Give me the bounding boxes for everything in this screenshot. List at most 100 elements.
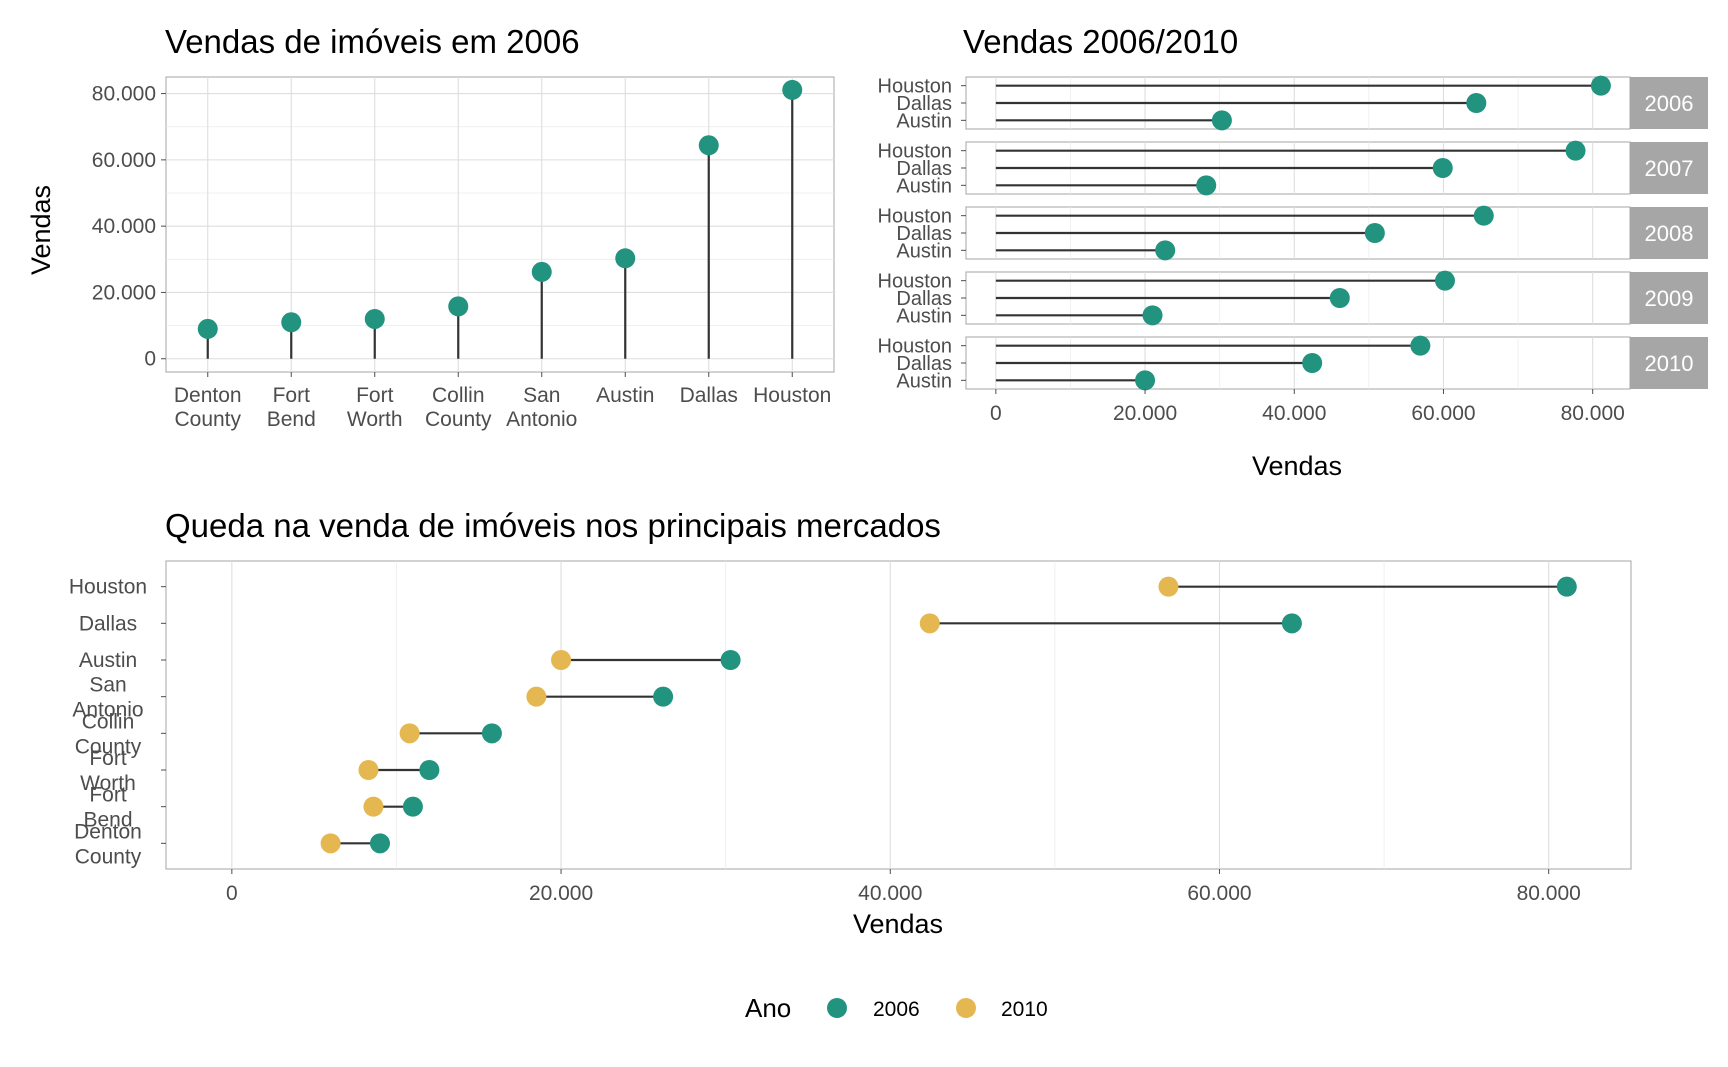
x-axis-title: Vendas	[1252, 451, 1342, 481]
facet-strip	[1630, 77, 1708, 129]
point-2010-austin	[551, 650, 572, 670]
x-tick-label: 60.000	[1411, 402, 1475, 425]
point-dallas-2007	[1432, 158, 1453, 178]
x-tick-label: 40.000	[858, 882, 922, 905]
x-tick-label: 60.000	[1187, 882, 1251, 905]
y-tick-label-austin: Austin	[896, 305, 952, 327]
facet-strip	[1630, 337, 1708, 389]
x-tick-label-san-antonio: San Antonio	[506, 384, 577, 431]
point-2006-dallas	[1281, 613, 1302, 634]
y-tick-label-houston: Houston	[878, 206, 953, 228]
point-2010-san-antonio	[526, 686, 547, 707]
x-tick-label-collin-county: Collin County	[425, 384, 492, 431]
y-tick-label-houston: Houston	[878, 336, 953, 358]
point-houston-2006	[1590, 75, 1611, 96]
point-houston-2010	[1410, 335, 1431, 356]
y-axis-title: Vendas	[26, 185, 56, 275]
facet-strip-label: 2006	[1645, 91, 1694, 116]
point-fort-worth	[364, 308, 385, 329]
point-2006-houston	[1556, 576, 1577, 597]
point-2010-houston	[1158, 576, 1179, 597]
point-dallas	[698, 135, 719, 156]
y-tick-label: 80.000	[92, 83, 156, 106]
y-tick-label-houston: Houston	[878, 271, 953, 293]
x-tick-label: 40.000	[1262, 402, 1326, 425]
y-tick-label: 0	[144, 348, 156, 371]
point-2006-denton-county	[369, 833, 390, 854]
point-dallas-2006	[1466, 93, 1487, 113]
y-tick-label-denton-county: Denton County	[74, 820, 142, 868]
facet-strip-label: 2009	[1645, 286, 1694, 311]
x-tick-label-fort-bend: Fort Bend	[267, 384, 316, 431]
point-2006-collin-county	[481, 723, 502, 744]
facet-strip-label: 2008	[1645, 221, 1694, 246]
point-2010-fort-bend	[363, 796, 384, 817]
y-tick-labels: 0 20.000 40.000 60.000 80.000	[92, 83, 166, 371]
point-houston-2007	[1565, 140, 1586, 161]
x-tick-labels: Denton County Fort Bend Fort Worth Collin Count…	[174, 372, 831, 431]
x-tick-label-fort-worth: Fort Worth	[347, 384, 403, 431]
x-tick-label: 20.000	[529, 882, 593, 905]
point-austin	[615, 248, 636, 269]
facet-strip	[1630, 207, 1708, 259]
point-2010-dallas	[919, 613, 940, 634]
y-tick-label-dallas: Dallas	[896, 93, 952, 115]
x-tick-label: 0	[226, 882, 238, 905]
point-collin-county	[448, 296, 469, 317]
y-tick-label-fort-bend: Fort Bend	[83, 784, 132, 832]
facet-strip-label: 2010	[1645, 351, 1694, 376]
x-axis-title: Vendas	[853, 909, 943, 939]
point-fort-bend	[281, 312, 302, 333]
point-2006-fort-bend	[402, 796, 423, 817]
y-tick-label-dallas: Dallas	[79, 612, 137, 635]
point-austin-2009	[1142, 305, 1163, 326]
gridlines	[231, 561, 1550, 869]
point-2006-san-antonio	[653, 686, 674, 707]
lollipop-marks	[197, 79, 803, 359]
point-dallas-2010	[1302, 353, 1323, 373]
y-tick-label-dallas: Dallas	[896, 158, 952, 180]
chart-title-sales-2006: Vendas de imóveis em 2006	[165, 23, 580, 60]
x-tick-label: 20.000	[1113, 402, 1177, 425]
point-austin-2010	[1135, 370, 1156, 391]
legend-label-2006: 2006	[873, 998, 920, 1021]
x-tick-label: 0	[990, 402, 1002, 425]
facet-panels: HoustonDallasAustin2006HoustonDallasAust…	[878, 75, 1708, 392]
panel-frame	[165, 76, 835, 373]
y-tick-label-houston: Houston	[878, 76, 953, 98]
point-2006-fort-worth	[419, 760, 440, 780]
legend-label-2010: 2010	[1001, 998, 1048, 1021]
chart-sales-2006-2010: Vendas 2006/2010 HoustonDallasAustin2006…	[878, 23, 1708, 481]
point-houston-2009	[1434, 270, 1455, 291]
x-tick-label: 80.000	[1561, 402, 1625, 425]
y-tick-label: 40.000	[92, 215, 156, 238]
legend: Ano 2006 2010	[745, 993, 1048, 1023]
y-tick-label: 60.000	[92, 149, 156, 172]
chart-sales-drop: Queda na venda de imóveis nos principais…	[69, 507, 1632, 939]
point-2010-fort-worth	[358, 760, 379, 780]
y-tick-label-austin: Austin	[79, 649, 137, 672]
y-tick-label: 20.000	[92, 281, 156, 304]
y-tick-label-dallas: Dallas	[896, 353, 952, 375]
y-tick-label-dallas: Dallas	[896, 223, 952, 245]
x-tick-label-houston: Houston	[753, 384, 831, 407]
dumbbell-marks	[320, 576, 1577, 854]
y-tick-label-fort-worth: Fort Worth	[80, 747, 136, 795]
facet-strip-label: 2007	[1645, 156, 1694, 181]
chart-sales-2006: Vendas de imóveis em 2006 Vendas 0 20.000…	[26, 23, 835, 431]
point-2010-collin-county	[399, 723, 420, 744]
y-tick-label-austin: Austin	[896, 110, 952, 132]
point-austin-2008	[1155, 240, 1176, 261]
x-tick-label-dallas: Dallas	[680, 384, 738, 407]
point-2006-austin	[720, 650, 741, 670]
point-austin-2006	[1211, 110, 1232, 131]
y-tick-label-dallas: Dallas	[896, 288, 952, 310]
y-tick-label-houston: Houston	[878, 141, 953, 163]
facet-strip	[1630, 142, 1708, 194]
